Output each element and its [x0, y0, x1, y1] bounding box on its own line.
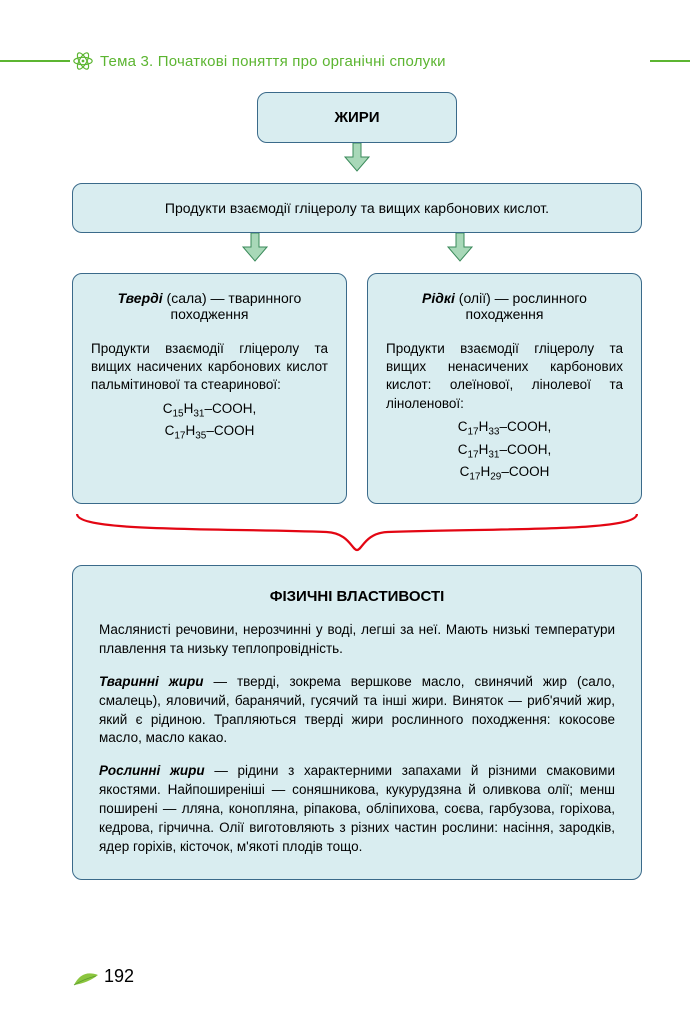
root-node: ЖИРИ [257, 92, 457, 143]
split-arrows [72, 233, 642, 263]
properties-node: ФІЗИЧНІ ВЛАСТИВОСТІ Маслянисті речовини,… [72, 565, 642, 880]
properties-p1: Маслянисті речовини, нерозчинні у воді, … [99, 621, 615, 659]
left-branch-body: Продукти взаємодії гліце­ролу та вищих н… [91, 340, 328, 395]
properties-p3: Рослинні жири — рідини з характерними за… [99, 762, 615, 856]
header-rule-left [0, 60, 70, 62]
right-formulas: C17H33–COOH, C17H31–COOH, C17H29–COOH [386, 417, 623, 485]
chapter-header: Тема 3. Початкові поняття про органічні … [72, 50, 642, 72]
page-footer: 192 [72, 966, 134, 987]
formula: C17H29–COOH [460, 464, 550, 479]
properties-title: ФІЗИЧНІ ВЛАСТИВОСТІ [99, 588, 615, 605]
header-rule-right [650, 60, 690, 62]
page: Тема 3. Початкові поняття про органічні … [0, 0, 690, 1023]
formula: C17H31–COOH, [458, 442, 552, 457]
right-branch-body: Продукти взаємодії гліце­ролу та вищих н… [386, 340, 623, 413]
curly-brace [72, 512, 642, 557]
arrow-down-icon [446, 233, 474, 263]
arrow-down-icon [241, 233, 269, 263]
flowchart: ЖИРИ Продукти взаємодії гліцеролу та вищ… [72, 92, 642, 880]
right-branch-head: Рідкі (олії) — рослинного походження [386, 290, 623, 322]
formula: C17H35–COOH [165, 423, 255, 438]
left-branch-head: Тверді (сала) — тваринного походження [91, 290, 328, 322]
formula: C17H33–COOH, [458, 419, 552, 434]
page-number: 192 [104, 966, 134, 987]
definition-node: Продукти взаємодії гліцеролу та вищих ка… [72, 183, 642, 233]
chapter-title: Тема 3. Початкові поняття про органічні … [100, 53, 642, 70]
left-formulas: C15H31–COOH, C17H35–COOH [91, 399, 328, 444]
right-branch-node: Рідкі (олії) — рослинного походження Про… [367, 273, 642, 504]
branch-row: Тверді (сала) — тваринного походження Пр… [72, 273, 642, 504]
arrow-down-icon [343, 143, 371, 173]
left-branch-node: Тверді (сала) — тваринного походження Пр… [72, 273, 347, 504]
leaf-icon [72, 967, 100, 987]
atom-icon [72, 50, 94, 72]
formula: C15H31–COOH, [163, 401, 257, 416]
properties-p2: Тваринні жири — тверді, зокрема вершкове… [99, 673, 615, 749]
